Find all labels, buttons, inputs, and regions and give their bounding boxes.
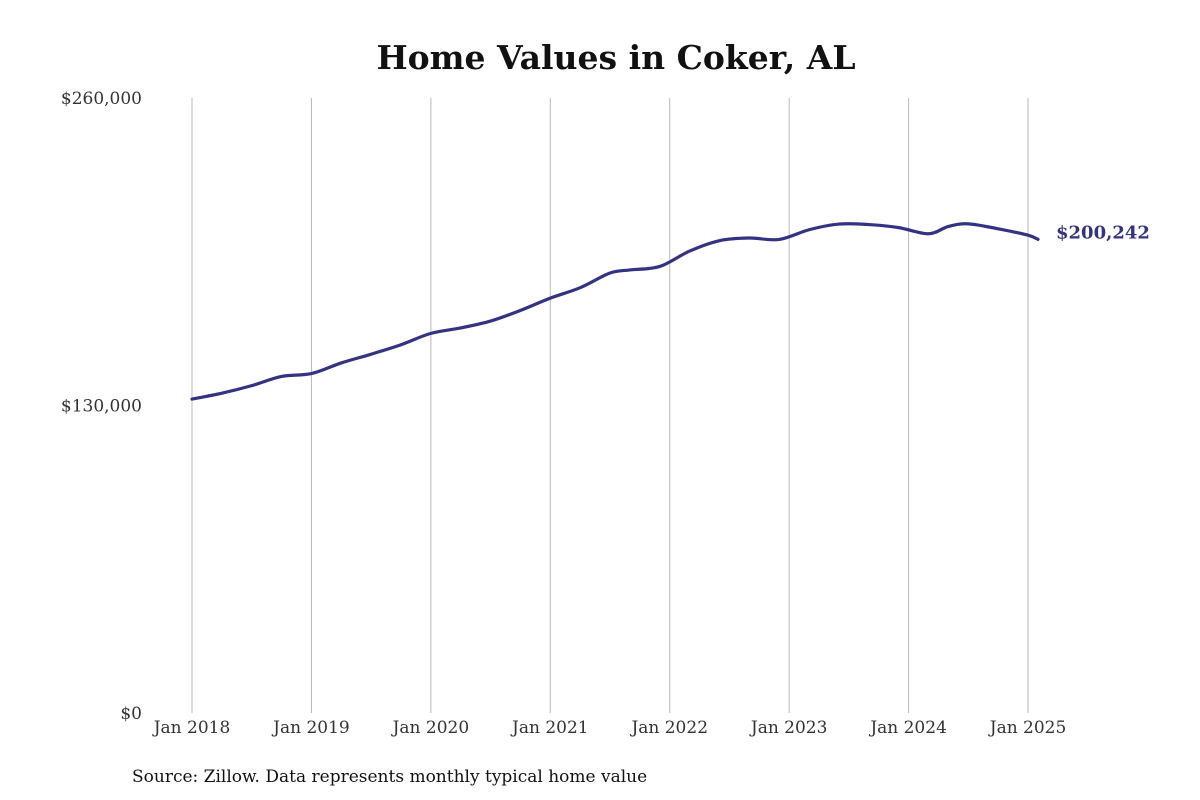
x-tick-label: Jan 2024 — [868, 718, 947, 738]
y-tick-label: $0 — [120, 704, 142, 724]
x-tick-label: Jan 2019 — [271, 718, 350, 738]
grid-lines — [191, 98, 1029, 713]
series-layer — [190, 222, 1040, 401]
x-tick-label: Jan 2023 — [749, 718, 828, 738]
y-tick-label: $130,000 — [61, 397, 142, 417]
source-note: Source: Zillow. Data represents monthly … — [132, 767, 647, 787]
y-axis-tick-labels: $0 $130,000 $260,000 — [61, 89, 142, 724]
x-tick-label: Jan 2018 — [152, 718, 231, 738]
chart-title: Home Values in Coker, AL — [376, 38, 855, 77]
home-value-series-line — [190, 222, 1040, 401]
x-tick-label: Jan 2022 — [629, 718, 708, 738]
x-tick-label: Jan 2025 — [988, 718, 1067, 738]
x-tick-label: Jan 2021 — [510, 718, 589, 738]
data-labels: $200,242 — [1056, 222, 1150, 243]
x-tick-label: Jan 2020 — [391, 718, 470, 738]
y-tick-label: $260,000 — [61, 89, 142, 109]
last-value-label: $200,242 — [1056, 222, 1150, 243]
x-axis-tick-labels: Jan 2018 Jan 2019 Jan 2020 Jan 2021 Jan 2022… — [152, 718, 1067, 738]
